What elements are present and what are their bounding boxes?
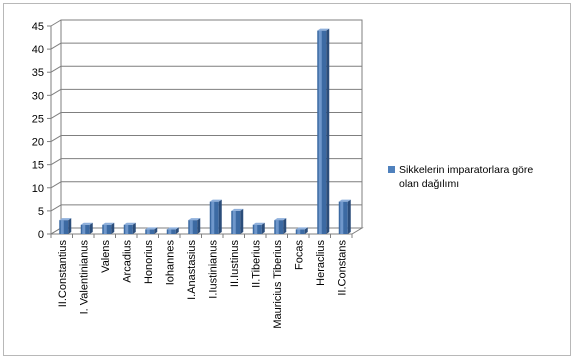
back-wall (60, 19, 363, 229)
bar-highlight (125, 224, 129, 234)
y-tick-label: 25 (32, 113, 44, 125)
gridline-depth (50, 112, 62, 119)
legend-swatch (388, 166, 395, 173)
legend-label: Sikkelerin imparatorlara göre olan dağıl… (399, 164, 534, 190)
bar-side (347, 199, 351, 234)
x-tick-label: II.Tiberius (250, 240, 262, 288)
bar-highlight (168, 229, 172, 234)
bar-top (123, 222, 136, 225)
y-tick-label: 0 (38, 229, 44, 241)
bar-side (218, 199, 222, 234)
bar-side (326, 28, 330, 234)
y-tick-label: 10 (32, 183, 44, 195)
x-tick-label: I. Valentinianus (78, 240, 90, 315)
gridline-depth (50, 19, 62, 27)
legend: Sikkelerin imparatorlara göre olan dağıl… (388, 163, 568, 191)
bar-top (102, 222, 115, 225)
bar-top (317, 28, 330, 31)
bar-top (231, 208, 244, 211)
gridline-depth (50, 158, 62, 166)
y-tick-label: 5 (38, 206, 44, 218)
bar-highlight (254, 224, 258, 234)
bar-highlight (340, 201, 344, 234)
x-tick-label: II.Constantius (57, 240, 69, 308)
gridline-depth (50, 88, 62, 96)
x-tick-label: Focas (293, 240, 305, 270)
x-tick-label: I.Iustinianus (207, 240, 219, 299)
x-tick-label: Mauricius Tiberius (272, 240, 284, 329)
bar-top (59, 218, 72, 221)
bar-side (89, 222, 93, 234)
x-tick-label: Arcadius (121, 240, 133, 283)
bar-side (304, 227, 308, 234)
y-tick-label: 30 (32, 90, 44, 102)
gridline-depth (50, 65, 62, 73)
bar-highlight (146, 229, 150, 234)
bar-side (240, 208, 244, 234)
bar-top (338, 199, 351, 202)
bar-highlight (211, 201, 215, 234)
bar-highlight (318, 30, 322, 234)
bar-side (132, 222, 136, 234)
bar-side (261, 222, 265, 234)
y-tick-label: 15 (32, 160, 44, 172)
y-tick-label: 20 (32, 137, 44, 149)
bar-top (274, 218, 287, 221)
bar-highlight (189, 220, 193, 234)
bar-side (283, 218, 287, 234)
x-tick-label: Iohannes (164, 240, 176, 286)
x-tick-label: Honorius (143, 240, 155, 285)
gridline-depth (50, 181, 62, 189)
y-tick-label: 45 (32, 21, 44, 33)
bar-highlight (232, 210, 236, 234)
bar-top (145, 227, 158, 230)
bar-side (111, 222, 115, 234)
bar-top (209, 199, 222, 202)
bar-top (295, 227, 308, 230)
gridline-depth (50, 135, 62, 142)
bar-highlight (297, 229, 301, 234)
bar-highlight (60, 220, 64, 234)
bar-top (188, 218, 201, 221)
bar-highlight (103, 224, 107, 234)
bar-side (197, 218, 201, 234)
y-tick-label: 40 (32, 44, 44, 56)
bar-highlight (275, 220, 279, 234)
bar-top (80, 222, 93, 225)
floor (49, 227, 364, 235)
gridline-depth (50, 42, 62, 50)
bar-side (154, 227, 158, 234)
bar-side (68, 218, 72, 234)
x-tick-label: II.Constans (336, 240, 348, 296)
bar-side (175, 227, 179, 234)
bar-top (252, 222, 265, 225)
x-tick-label: Valens (100, 240, 112, 273)
x-tick-label: Heraclius (315, 240, 327, 286)
x-tick-label: II.Iustinus (229, 240, 241, 288)
bar-top (166, 227, 179, 230)
bar-highlight (82, 224, 86, 234)
y-tick-label: 35 (32, 67, 44, 79)
x-tick-label: I.Anastasius (186, 240, 198, 300)
gridline-depth (50, 204, 62, 212)
